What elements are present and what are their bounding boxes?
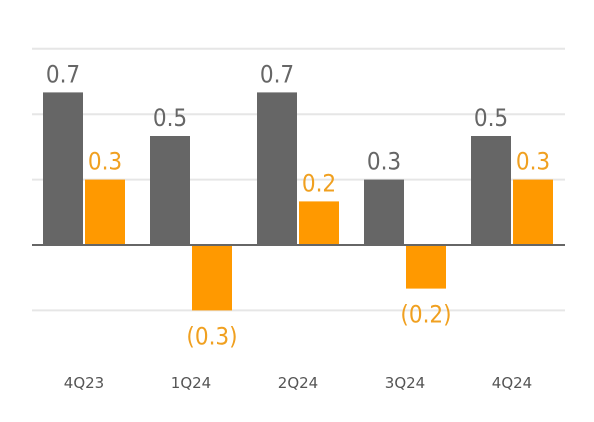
data-label-4q23-series-2: 0.3 — [88, 148, 122, 176]
bar-4q24-series-1 — [471, 136, 511, 245]
x-tick-4q23: 4Q23 — [64, 374, 104, 392]
data-label-2q24-series-2: 0.2 — [302, 169, 336, 197]
bar-1q24-series-2 — [192, 245, 232, 311]
data-label-3q24-series-1: 0.3 — [367, 148, 401, 176]
bar-4q24-series-2 — [513, 179, 553, 245]
bars — [43, 92, 553, 311]
bar-2q24-series-1 — [257, 92, 297, 246]
x-tick-4q24: 4Q24 — [492, 374, 532, 392]
data-labels: 0.7 0.3 0.5 (0.3) 0.7 0.2 0.3 (0.2) 0.5 0.3 — [46, 60, 550, 350]
data-label-2q24-series-1: 0.7 — [260, 60, 294, 88]
bar-3q24-series-2 — [406, 245, 446, 289]
bar-1q24-series-1 — [150, 136, 190, 245]
bar-4q23-series-2 — [85, 179, 125, 245]
bar-3q24-series-1 — [364, 179, 404, 245]
data-label-4q24-series-2: 0.3 — [516, 148, 550, 176]
x-axis-ticks: 4Q23 1Q24 2Q24 3Q24 4Q24 — [64, 374, 532, 392]
x-tick-2q24: 2Q24 — [278, 374, 318, 392]
data-label-4q23-series-1: 0.7 — [46, 60, 80, 88]
x-tick-3q24: 3Q24 — [385, 374, 425, 392]
bar-2q24-series-2 — [299, 201, 339, 245]
x-tick-1q24: 1Q24 — [171, 374, 211, 392]
bar-4q23-series-1 — [43, 92, 83, 246]
data-label-1q24-series-1: 0.5 — [153, 104, 187, 132]
data-label-1q24-series-2: (0.3) — [186, 322, 237, 350]
data-label-3q24-series-2: (0.2) — [400, 301, 451, 329]
data-label-4q24-series-1: 0.5 — [474, 104, 508, 132]
